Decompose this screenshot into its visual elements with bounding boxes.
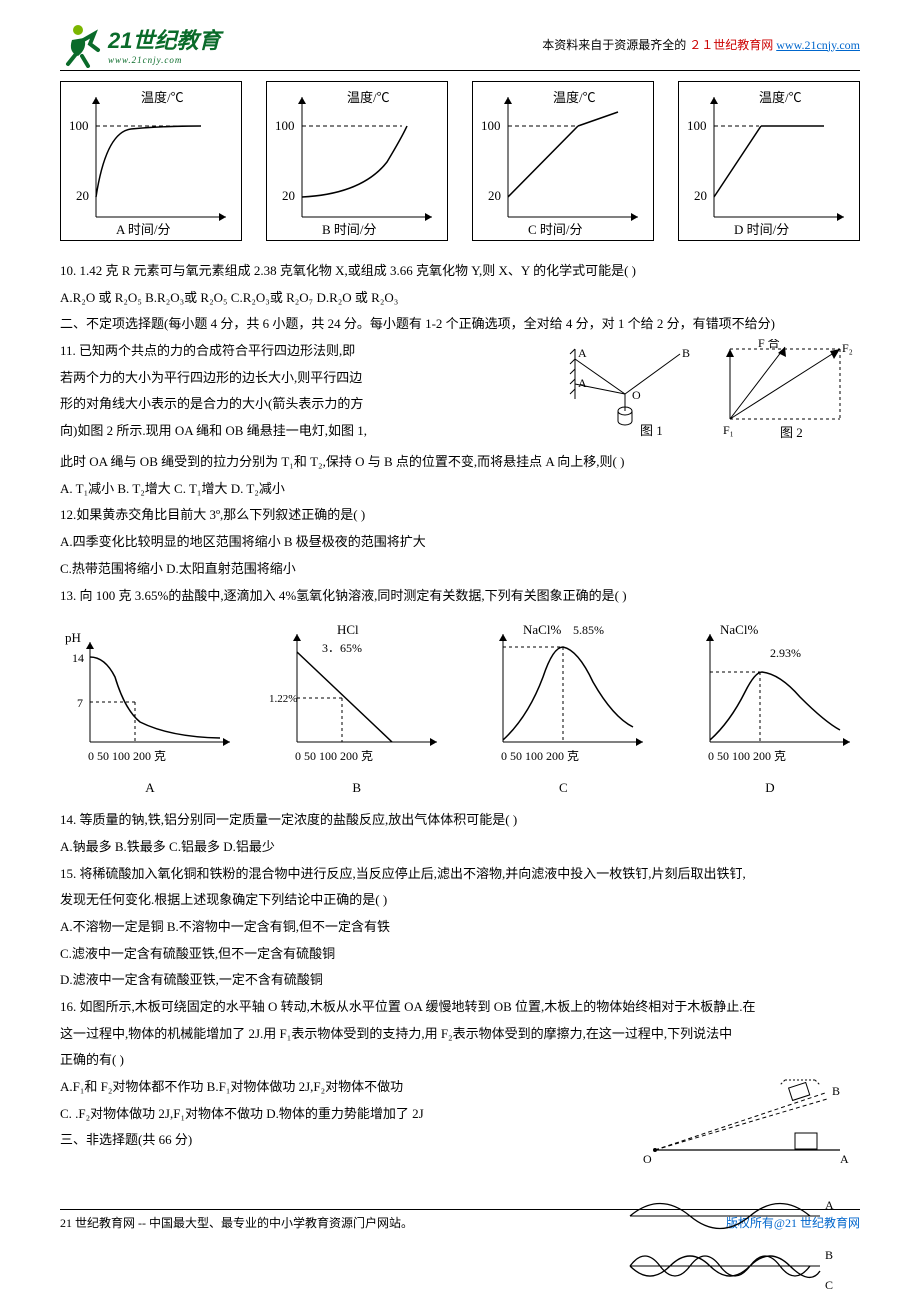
q13-label-b: B: [267, 780, 447, 796]
q16-figure: O A B: [640, 1075, 860, 1169]
logo-text: 21世纪教育: [108, 23, 220, 55]
q16-l2: 这一过程中,物体的机械能增加了 2J.用 F₁表示物体受到的支持力,用 F₂表示…: [60, 1022, 860, 1047]
svg-text:A: A: [825, 1198, 834, 1212]
chart-a: 温度/℃ 100 20 A 时间/分: [60, 81, 242, 241]
svg-text:20: 20: [76, 188, 89, 203]
svg-text:D 时间/分: D 时间/分: [734, 222, 789, 237]
q10-text: 10. 1.42 克 R 元素可与氧元素组成 2.38 克氧化物 X,或组成 3…: [60, 259, 860, 284]
q15-d: D.滤液中一定含有硫酸亚铁,一定不含有硫酸铜: [60, 968, 860, 993]
q14-text: 14. 等质量的钠,铁,铝分别同一定质量一定浓度的盐酸反应,放出气体体积可能是(…: [60, 808, 860, 833]
section2: 二、不定项选择题(每小题 4 分，共 6 小题，共 24 分。每小题有 1-2 …: [60, 312, 860, 337]
svg-text:100: 100: [275, 118, 295, 133]
chart-b: 温度/℃ 100 20 B 时间/分: [266, 81, 448, 241]
svg-text:O: O: [643, 1152, 652, 1165]
q11-figures: A A B O 图 1: [540, 339, 860, 448]
chart-c: 温度/℃ 100 20 C 时间/分: [472, 81, 654, 241]
svg-text:A: A: [840, 1152, 849, 1165]
svg-text:温度/℃: 温度/℃: [553, 90, 596, 105]
svg-text:0 50 100 200 克: 0 50 100 200 克: [295, 749, 373, 763]
svg-text:C 时间/分: C 时间/分: [528, 222, 583, 237]
q15-l2: 发现无任何变化.根据上述现象确定下列结论中正确的是( ): [60, 888, 860, 913]
chart-d: 温度/℃ 100 20 D 时间/分: [678, 81, 860, 241]
q11-opts: A. T₁减小 B. T₂增大 C. T₁增大 D. T₂减小: [60, 477, 860, 502]
svg-text:100: 100: [481, 118, 501, 133]
q13-chart-c: NaCl% 5.85% 0 50 100 200 克: [473, 622, 653, 772]
q12-text: 12.如果黄赤交角比目前大 3º,那么下列叙述正确的是( ): [60, 503, 860, 528]
svg-text:温度/℃: 温度/℃: [759, 90, 802, 105]
svg-text:0 50 100 200 克: 0 50 100 200 克: [88, 749, 166, 763]
svg-text:100: 100: [69, 118, 89, 133]
q11-l5: 此时 OA 绳与 OB 绳受到的拉力分别为 T₁和 T₂,保持 O 与 B 点的…: [60, 450, 860, 475]
svg-text:F₂: F₂: [842, 341, 853, 355]
q13-label-c: C: [473, 780, 653, 796]
svg-text:温度/℃: 温度/℃: [347, 90, 390, 105]
svg-text:C: C: [825, 1278, 833, 1292]
page-footer: 21 世纪教育网 -- 中国最大型、最专业的中小学教育资源门户网站。 版权所有@…: [60, 1209, 860, 1231]
source-name: ２１世纪教育网: [689, 38, 773, 52]
svg-text:温度/℃: 温度/℃: [141, 90, 184, 105]
svg-text:0 50 100 200 克: 0 50 100 200 克: [708, 749, 786, 763]
footer-left: 21 世纪教育网 -- 中国最大型、最专业的中小学教育资源门户网站。: [60, 1214, 413, 1231]
q15-l1: 15. 将稀硫酸加入氧化铜和铁粉的混合物中进行反应,当反应停止后,滤出不溶物,并…: [60, 862, 860, 887]
svg-text:HCl: HCl: [337, 622, 359, 637]
q16-l3: 正确的有( ): [60, 1048, 860, 1073]
svg-text:2.93%: 2.93%: [770, 646, 801, 660]
q13-text: 13. 向 100 克 3.65%的盐酸中,逐滴加入 4%氢氧化钠溶液,同时测定…: [60, 584, 860, 609]
q15-c: C.滤液中一定含有硫酸亚铁,但不一定含有硫酸铜: [60, 942, 860, 967]
q9-charts-row: 温度/℃ 100 20 A 时间/分 温度/℃ 100 20 B 时间/分: [60, 81, 860, 241]
q13-labels: A B C D: [60, 780, 860, 796]
svg-text:F₁: F₁: [723, 423, 734, 437]
q15-a: A.不溶物一定是铜 B.不溶物中一定含有铜,但不一定含有铁: [60, 915, 860, 940]
source-prefix: 本资料来自于资源最齐全的: [542, 38, 686, 52]
svg-text:3．65%: 3．65%: [322, 641, 362, 655]
wave-figure: A B C: [620, 1191, 850, 1311]
q14-opts: A.钠最多 B.铁最多 C.铝最多 D.铝最少: [60, 835, 860, 860]
svg-text:图 2: 图 2: [780, 425, 803, 440]
svg-text:7: 7: [77, 696, 83, 710]
q13-label-d: D: [680, 780, 860, 796]
svg-text:B: B: [832, 1084, 840, 1098]
svg-text:20: 20: [282, 188, 295, 203]
q12-ab: A.四季变化比较明显的地区范围将缩小 B 极昼极夜的范围将扩大: [60, 530, 860, 555]
header-source: 本资料来自于资源最齐全的 ２１世纪教育网 www.21cnjy.com: [542, 36, 860, 53]
svg-text:B: B: [682, 346, 690, 360]
svg-text:20: 20: [694, 188, 707, 203]
logo-url: www.21cnjy.com: [108, 55, 220, 65]
q13-chart-d: NaCl% 2.93% 0 50 100 200 克: [680, 622, 860, 772]
svg-text:B 时间/分: B 时间/分: [322, 222, 377, 237]
q12-cd: C.热带范围将缩小 D.太阳直射范围将缩小: [60, 557, 860, 582]
svg-text:pH: pH: [65, 630, 81, 645]
svg-text:100: 100: [687, 118, 707, 133]
q13-charts-row: pH 14 7 0 50 100 200 克 HCl 3．65% 1.22% 0…: [60, 622, 860, 772]
svg-text:0 50 100 200 克: 0 50 100 200 克: [501, 749, 579, 763]
q13-chart-a: pH 14 7 0 50 100 200 克: [60, 622, 240, 772]
svg-text:F 合: F 合: [758, 339, 780, 350]
svg-text:1.22%: 1.22%: [269, 693, 297, 705]
svg-text:NaCl%: NaCl%: [720, 622, 758, 637]
logo: 21世纪教育 www.21cnjy.com: [60, 20, 220, 68]
svg-text:图 1: 图 1: [640, 423, 663, 438]
svg-text:A 时间/分: A 时间/分: [116, 222, 171, 237]
q13-chart-b: HCl 3．65% 1.22% 0 50 100 200 克: [267, 622, 447, 772]
svg-text:B: B: [825, 1248, 833, 1262]
source-url[interactable]: www.21cnjy.com: [776, 38, 860, 52]
svg-text:20: 20: [488, 188, 501, 203]
svg-text:O: O: [632, 388, 641, 402]
svg-text:NaCl%: NaCl%: [523, 622, 561, 637]
svg-text:14: 14: [72, 651, 84, 665]
q13-label-a: A: [60, 780, 240, 796]
svg-text:A: A: [578, 346, 587, 360]
q16-l1: 16. 如图所示,木板可绕固定的水平轴 O 转动,木板从水平位置 OA 缓慢地转…: [60, 995, 860, 1020]
q10-opts: A.R₂O 或 R₂O₅ B.R₂O₃或 R₂O₅ C.R₂O₃或 R₂O₇ D…: [60, 286, 860, 311]
svg-text:A: A: [578, 376, 587, 390]
runner-icon: [60, 20, 108, 68]
page-header: 21世纪教育 www.21cnjy.com 本资料来自于资源最齐全的 ２１世纪教…: [60, 20, 860, 71]
svg-text:5.85%: 5.85%: [573, 623, 604, 637]
